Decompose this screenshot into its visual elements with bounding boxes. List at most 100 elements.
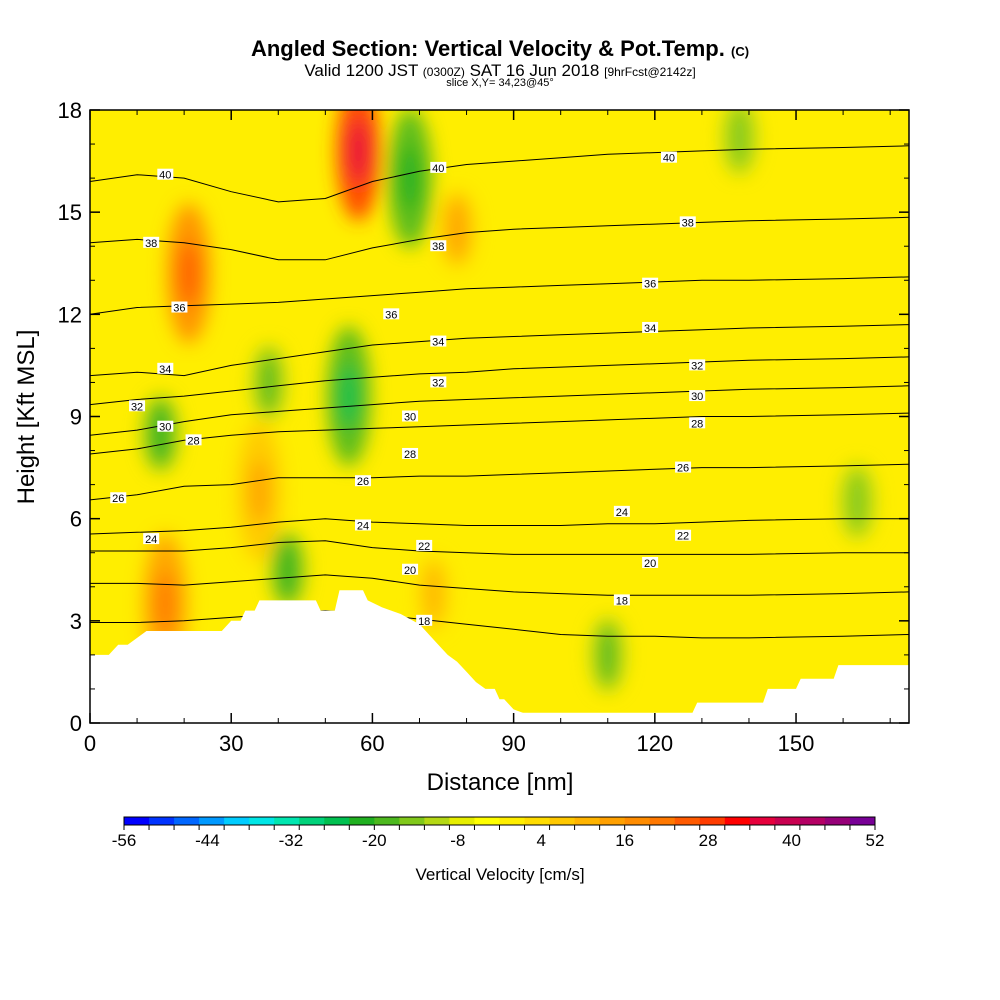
isentrope-38 (90, 216, 909, 261)
x-tick-label: 0 (84, 731, 96, 756)
colorbar-label: Vertical Velocity [cm/s] (415, 865, 584, 884)
contour-label-box (642, 277, 659, 289)
isentrope-20 (90, 574, 909, 596)
contour-label: 36 (385, 309, 397, 321)
colorbar-swatch (549, 817, 576, 825)
colorbar-swatch (849, 817, 876, 825)
velocity-core (401, 146, 420, 211)
colorbar-swatch (349, 817, 375, 825)
colorbar-swatch (574, 817, 601, 825)
colorbar-swatch (499, 817, 526, 825)
contour-label-box (355, 475, 371, 487)
colorbar-swatch (524, 817, 551, 825)
isentrope-28 (90, 412, 909, 455)
slice-info: slice X,Y= 34,23@45° (446, 77, 554, 89)
colorbar-swatch (324, 817, 350, 825)
valid-prefix: Valid 1200 JST (304, 61, 419, 80)
colorbar-tick-label: 40 (782, 831, 801, 850)
y-tick-label: 12 (58, 302, 82, 327)
contour-label: 34 (159, 364, 171, 376)
colorbar-swatch (274, 817, 300, 825)
contour-label: 30 (159, 422, 171, 434)
colorbar-swatch (799, 817, 826, 825)
contour-label-box (679, 216, 696, 228)
contour-label: 24 (145, 534, 157, 546)
y-tick-label: 18 (58, 98, 82, 123)
x-tick-label: 90 (501, 731, 525, 756)
contour-label: 36 (173, 303, 185, 315)
colorbar-swatch (199, 817, 225, 825)
colorbar-swatch (149, 817, 175, 825)
contour-label-box (416, 539, 433, 551)
colorbar-swatch (624, 817, 651, 825)
contour-label: 20 (404, 565, 416, 577)
isentrope-26 (90, 463, 909, 501)
contour-label: 40 (432, 163, 444, 175)
isentrope-18 (90, 610, 909, 639)
contour-label: 24 (616, 507, 628, 519)
contour-label-box (430, 161, 447, 173)
x-tick-label: 30 (219, 731, 243, 756)
x-tick-label: 60 (360, 731, 384, 756)
contour-label: 32 (691, 360, 703, 372)
isentrope-40 (90, 145, 909, 203)
contour-label: 26 (677, 463, 689, 475)
colorbar-tick-label: -20 (362, 831, 387, 850)
contour-label-box (157, 168, 174, 180)
isentrope-24 (90, 518, 909, 535)
contour-label-box (416, 614, 433, 626)
contour-label: 24 (357, 520, 369, 532)
y-tick-label: 0 (70, 711, 82, 736)
isentrope-32 (90, 356, 909, 406)
contour-label-box (171, 301, 188, 313)
contour-label-box (355, 519, 371, 531)
chart-subtitle: Valid 1200 JST (0300Z) SAT 16 Jun 2018 [… (0, 61, 1000, 81)
contour-label: 34 (432, 337, 444, 349)
velocity-core (848, 469, 867, 534)
forecast-info: [9hrFcst@2142z] (604, 65, 696, 79)
isentrope-36 (90, 276, 909, 315)
contour-label-box (613, 594, 630, 606)
x-tick-label: 150 (778, 731, 815, 756)
contour-label: 32 (432, 377, 444, 389)
colorbar-tick-label: -56 (112, 831, 137, 850)
contour-label-box (660, 151, 677, 163)
colorbar-swatch (824, 817, 851, 825)
contour-label: 22 (677, 531, 689, 543)
colorbar-tick-label: -32 (279, 831, 304, 850)
terrain-mask (90, 590, 909, 723)
contour-label-box (185, 434, 202, 446)
colorbar-swatch (699, 817, 726, 825)
colorbar-tick-label: -8 (450, 831, 465, 850)
contour-label-box (675, 461, 692, 473)
contour-label-box (613, 505, 630, 517)
colorbar-tick-label: -44 (195, 831, 220, 850)
contour-label: 18 (616, 595, 628, 607)
contour-label-box (430, 335, 447, 347)
velocity-core (259, 350, 278, 415)
colorbar-swatch (649, 817, 676, 825)
contour-label-box (642, 556, 659, 568)
title-unit: (C) (731, 44, 750, 59)
velocity-core (448, 197, 467, 262)
velocity-core (339, 364, 358, 429)
contour-label: 40 (663, 153, 675, 165)
x-axis-label: Distance [nm] (427, 769, 574, 796)
terrain-shape (90, 590, 909, 723)
colorbar-swatch (749, 817, 776, 825)
contour-label-box (675, 529, 692, 541)
velocity-core (151, 401, 170, 466)
contour-label-box (157, 420, 174, 432)
x-tick-label: 120 (636, 731, 673, 756)
contour-label-box (383, 308, 400, 320)
contour-label-box (689, 390, 706, 402)
y-tick-label: 15 (58, 200, 82, 225)
contour-label: 20 (644, 558, 656, 570)
colorbar-swatch (724, 817, 751, 825)
colorbar-swatch (249, 817, 275, 825)
contour-label: 32 (131, 401, 143, 413)
contour-label: 22 (418, 541, 430, 553)
velocity-core (156, 571, 175, 636)
